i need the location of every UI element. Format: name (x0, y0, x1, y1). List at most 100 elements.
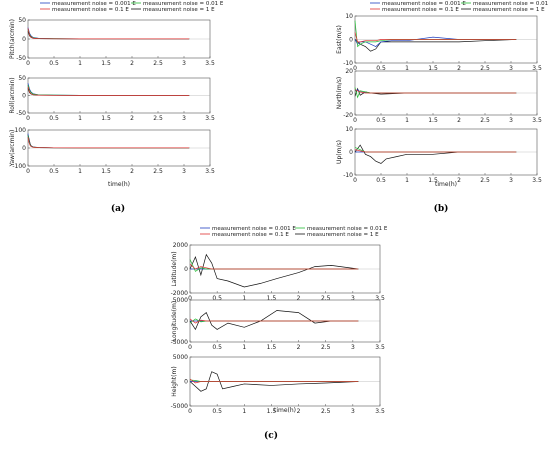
x-tick-label: 1 (242, 295, 246, 302)
y-tick-label: 2000 (173, 242, 188, 249)
x-tick-label: 3.5 (205, 168, 215, 175)
series-line-4 (189, 310, 359, 331)
x-tick-label: 1 (405, 65, 409, 72)
y-tick-label: 0 (349, 149, 353, 156)
x-tick-label: 1 (405, 177, 409, 184)
legend-entry: measurement noise = 0.01 E (307, 226, 388, 232)
x-tick-label: 2 (297, 408, 301, 415)
x-tick-label: 0 (188, 344, 192, 351)
y-tick-label: -5000 (171, 339, 189, 346)
x-tick-label: 0 (188, 295, 192, 302)
y-tick-label: -100 (12, 163, 26, 170)
legend-entry: measurement noise = 0.1 E (212, 232, 289, 238)
y-tick-label: -5000 (171, 403, 189, 410)
series-line-4 (354, 144, 517, 164)
y-tick-label: 0 (349, 37, 353, 44)
y-tick-label: 0 (22, 36, 26, 43)
x-tick-label: 0 (353, 117, 357, 124)
x-tick-label: 1 (405, 117, 409, 124)
x-tick-label: 2 (130, 60, 134, 67)
x-tick-label: 2 (297, 295, 301, 302)
y-tick-label: 10 (345, 13, 353, 20)
y-axis-label: Longitude(m) (171, 301, 178, 341)
series-line-4 (27, 134, 190, 149)
series-line-4 (354, 87, 517, 97)
y-tick-label: 50 (18, 17, 26, 24)
x-tick-label: 1.5 (267, 408, 277, 415)
y-tick-label: 0 (349, 90, 353, 97)
series-line-4 (189, 253, 359, 288)
series-line-3 (354, 149, 517, 153)
x-tick-label: 1 (242, 344, 246, 351)
legend-entry: measurement noise = 1 E (307, 232, 379, 238)
series-line-3 (27, 28, 190, 40)
x-tick-label: 3 (182, 60, 186, 67)
series-line-3 (189, 263, 359, 270)
series-line-4 (27, 88, 190, 96)
y-axis-label: North(m/s) (336, 77, 343, 109)
x-tick-label: 2.5 (480, 177, 490, 184)
y-axis-label: Up(m/s) (336, 140, 343, 164)
x-tick-label: 0 (353, 177, 357, 184)
x-tick-label: 1.5 (267, 295, 277, 302)
y-tick-label: -10 (343, 60, 353, 67)
x-tick-label: 0 (353, 65, 357, 72)
y-tick-label: 0 (184, 266, 188, 273)
x-tick-label: 0.5 (49, 115, 59, 122)
x-tick-label: 2 (457, 65, 461, 72)
y-axis-label: East(m/s) (336, 25, 343, 54)
y-axis-label: Height(m) (171, 366, 178, 396)
series-line-3 (354, 89, 517, 94)
series-line-2 (354, 87, 517, 99)
series-line-1 (27, 27, 190, 40)
y-tick-label: 0 (22, 145, 26, 152)
x-tick-label: 2.5 (153, 60, 163, 67)
x-tick-label: 0.5 (212, 408, 222, 415)
x-tick-label: 2 (130, 115, 134, 122)
x-tick-label: 1 (78, 115, 82, 122)
y-tick-label: 100 (15, 127, 27, 134)
y-tick-label: -10 (343, 172, 353, 179)
x-tick-label: 0 (26, 168, 30, 175)
x-tick-label: 3.5 (205, 60, 215, 67)
legend-entry: measurement noise = 0.001 E (382, 1, 466, 7)
y-tick-label: 20 (345, 68, 353, 75)
x-tick-label: 3.5 (205, 115, 215, 122)
panel-caption: (b) (434, 203, 449, 214)
x-tick-label: 2.5 (321, 344, 331, 351)
x-tick-label: 0 (26, 60, 30, 67)
x-tick-label: 2 (457, 177, 461, 184)
legend-entry: measurement noise = 0.001 E (52, 1, 136, 7)
legend-entry: measurement noise = 0.01 E (143, 1, 224, 7)
x-tick-label: 1.5 (428, 117, 438, 124)
x-tick-label: 3 (509, 177, 513, 184)
x-tick-label: 0 (188, 408, 192, 415)
series-line-4 (27, 31, 190, 40)
x-tick-label: 1.5 (267, 344, 277, 351)
x-tick-label: 2.5 (321, 295, 331, 302)
x-tick-label: 1.5 (428, 177, 438, 184)
x-tick-label: 0.5 (376, 65, 386, 72)
x-tick-label: 2 (130, 168, 134, 175)
series-line-2 (354, 20, 517, 48)
x-tick-label: 2.5 (480, 65, 490, 72)
x-tick-label: 3.5 (532, 177, 542, 184)
series-line-2 (27, 84, 190, 96)
y-tick-label: 0 (22, 93, 26, 100)
legend-entry: measurement noise = 0.001 E (212, 226, 296, 232)
x-tick-label: 3 (351, 408, 355, 415)
x-tick-label: 0.5 (49, 168, 59, 175)
legend-entry: measurement noise = 0.1 E (52, 7, 129, 13)
legend-entry: measurement noise = 0.01 E (473, 1, 550, 7)
series-line-3 (27, 137, 190, 149)
x-axis-label: time(h) (274, 407, 296, 414)
x-tick-label: 2 (297, 344, 301, 351)
series-line-3 (189, 378, 359, 384)
x-tick-label: 0 (26, 115, 30, 122)
